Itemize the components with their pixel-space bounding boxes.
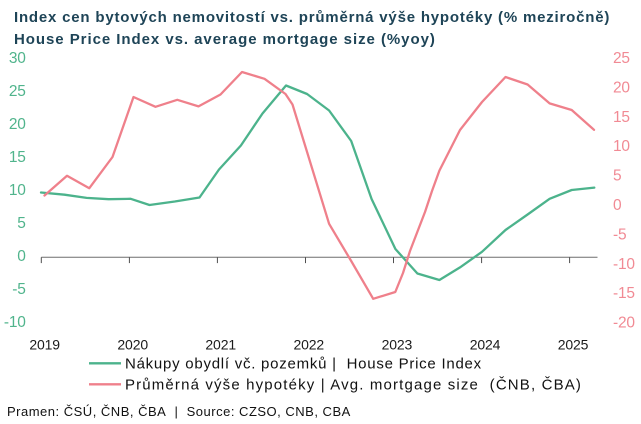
svg-text:2022: 2022 (294, 337, 325, 353)
svg-text:Nákupy obydlí vč. pozemků | H: Nákupy obydlí vč. pozemků | House Price … (125, 356, 482, 373)
svg-text:25: 25 (613, 50, 630, 67)
svg-text:2024: 2024 (470, 337, 501, 353)
svg-text:-5: -5 (12, 281, 25, 298)
svg-text:-20: -20 (613, 315, 635, 332)
svg-text:Průměrná výše hypotéky | Avg.: Průměrná výše hypotéky | Avg. mortgage s… (125, 377, 582, 394)
svg-text:-15: -15 (613, 285, 635, 302)
svg-text:-10: -10 (613, 256, 635, 273)
svg-text:5: 5 (613, 168, 621, 185)
svg-text:2021: 2021 (205, 337, 236, 353)
svg-text:Index cen bytových nemovitostí: Index cen bytových nemovitostí vs. průmě… (14, 9, 610, 26)
svg-text:10: 10 (9, 182, 26, 199)
svg-text:0: 0 (613, 197, 622, 214)
svg-text:10: 10 (613, 138, 630, 155)
svg-text:20: 20 (613, 79, 630, 96)
svg-text:0: 0 (17, 248, 26, 265)
svg-text:House Price Index vs. average: House Price Index vs. average mortgage s… (14, 31, 436, 48)
svg-text:Pramen: ČSÚ, ČNB, ČBA | Sour: Pramen: ČSÚ, ČNB, ČBA | Source: CZSO, CN… (7, 404, 351, 419)
svg-text:20: 20 (9, 116, 26, 133)
svg-text:-5: -5 (613, 226, 626, 243)
svg-text:2023: 2023 (382, 337, 413, 353)
svg-text:2019: 2019 (29, 337, 60, 353)
svg-text:15: 15 (9, 149, 26, 166)
svg-text:2020: 2020 (117, 337, 148, 353)
svg-text:25: 25 (9, 83, 26, 100)
svg-text:15: 15 (613, 109, 630, 126)
svg-text:-10: -10 (4, 314, 26, 331)
svg-text:30: 30 (9, 50, 26, 67)
svg-text:2025: 2025 (558, 337, 589, 353)
svg-text:5: 5 (17, 215, 25, 232)
